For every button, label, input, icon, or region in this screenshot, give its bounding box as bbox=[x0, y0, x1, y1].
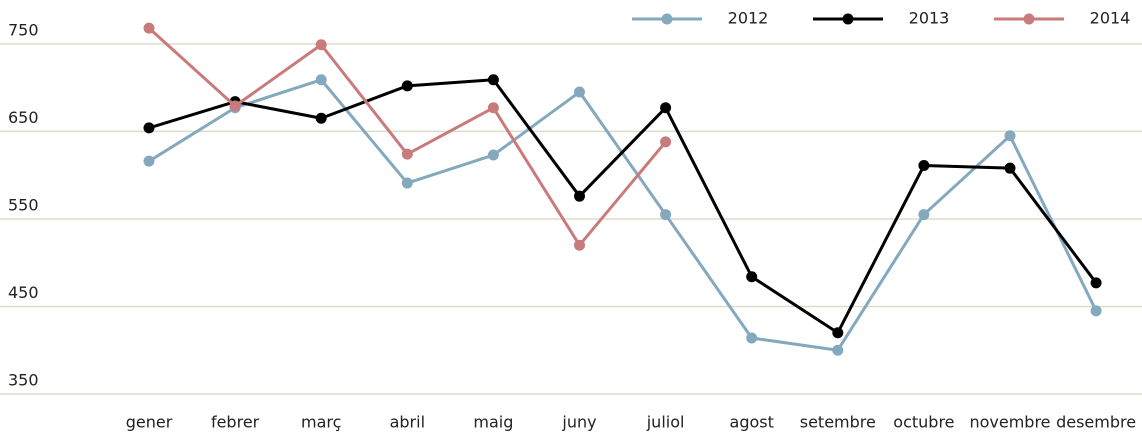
legend-label: 2012 bbox=[728, 9, 769, 28]
y-tick-label: 450 bbox=[8, 283, 39, 302]
data-point bbox=[1090, 277, 1102, 289]
x-tick-label: setembre bbox=[800, 413, 876, 432]
data-point bbox=[143, 122, 155, 134]
legend-label: 2013 bbox=[909, 9, 950, 28]
data-point bbox=[401, 177, 413, 189]
x-tick-label: març bbox=[301, 413, 341, 432]
data-point bbox=[660, 209, 672, 221]
data-point bbox=[315, 74, 327, 86]
y-tick-label: 750 bbox=[8, 20, 39, 39]
data-point bbox=[574, 190, 585, 202]
data-point bbox=[143, 22, 155, 34]
y-tick-label: 650 bbox=[8, 108, 39, 127]
series-line bbox=[148, 78, 1098, 352]
data-point bbox=[832, 344, 844, 356]
data-point bbox=[315, 112, 327, 124]
data-point bbox=[574, 239, 585, 251]
x-tick-label: juny bbox=[561, 413, 596, 432]
data-point bbox=[918, 209, 930, 221]
x-tick-label: juliol bbox=[646, 413, 685, 432]
data-point bbox=[487, 149, 499, 161]
x-tick-label: maig bbox=[473, 413, 513, 432]
data-point bbox=[1004, 162, 1016, 174]
data-point bbox=[401, 80, 413, 92]
x-tick-label: agost bbox=[730, 413, 774, 432]
x-tick-label: abril bbox=[390, 413, 425, 432]
legend-marker bbox=[661, 13, 673, 25]
x-tick-label: novembre bbox=[969, 413, 1050, 432]
legend-marker bbox=[842, 13, 854, 25]
data-point bbox=[746, 271, 758, 283]
data-point bbox=[660, 102, 672, 114]
series-line bbox=[148, 78, 1098, 335]
data-point bbox=[1090, 305, 1102, 317]
data-point bbox=[487, 102, 499, 114]
legend-label: 2014 bbox=[1090, 9, 1131, 28]
x-tick-label: desembre bbox=[1056, 413, 1136, 432]
data-point bbox=[918, 160, 930, 172]
legend-marker bbox=[1023, 13, 1035, 25]
x-tick-label: febrer bbox=[211, 413, 260, 432]
data-point bbox=[229, 100, 241, 112]
y-tick-label: 350 bbox=[8, 371, 39, 390]
data-point bbox=[1004, 130, 1016, 142]
data-point bbox=[746, 332, 758, 344]
data-point bbox=[401, 148, 413, 160]
data-point bbox=[315, 39, 327, 51]
x-tick-label: gener bbox=[126, 413, 173, 432]
data-point bbox=[832, 327, 844, 339]
data-point bbox=[143, 155, 155, 167]
series-line bbox=[147, 27, 667, 247]
data-point bbox=[574, 86, 585, 98]
data-point bbox=[487, 74, 499, 86]
data-point bbox=[660, 136, 672, 148]
y-tick-label: 550 bbox=[8, 195, 39, 214]
x-tick-label: octubre bbox=[893, 413, 954, 432]
